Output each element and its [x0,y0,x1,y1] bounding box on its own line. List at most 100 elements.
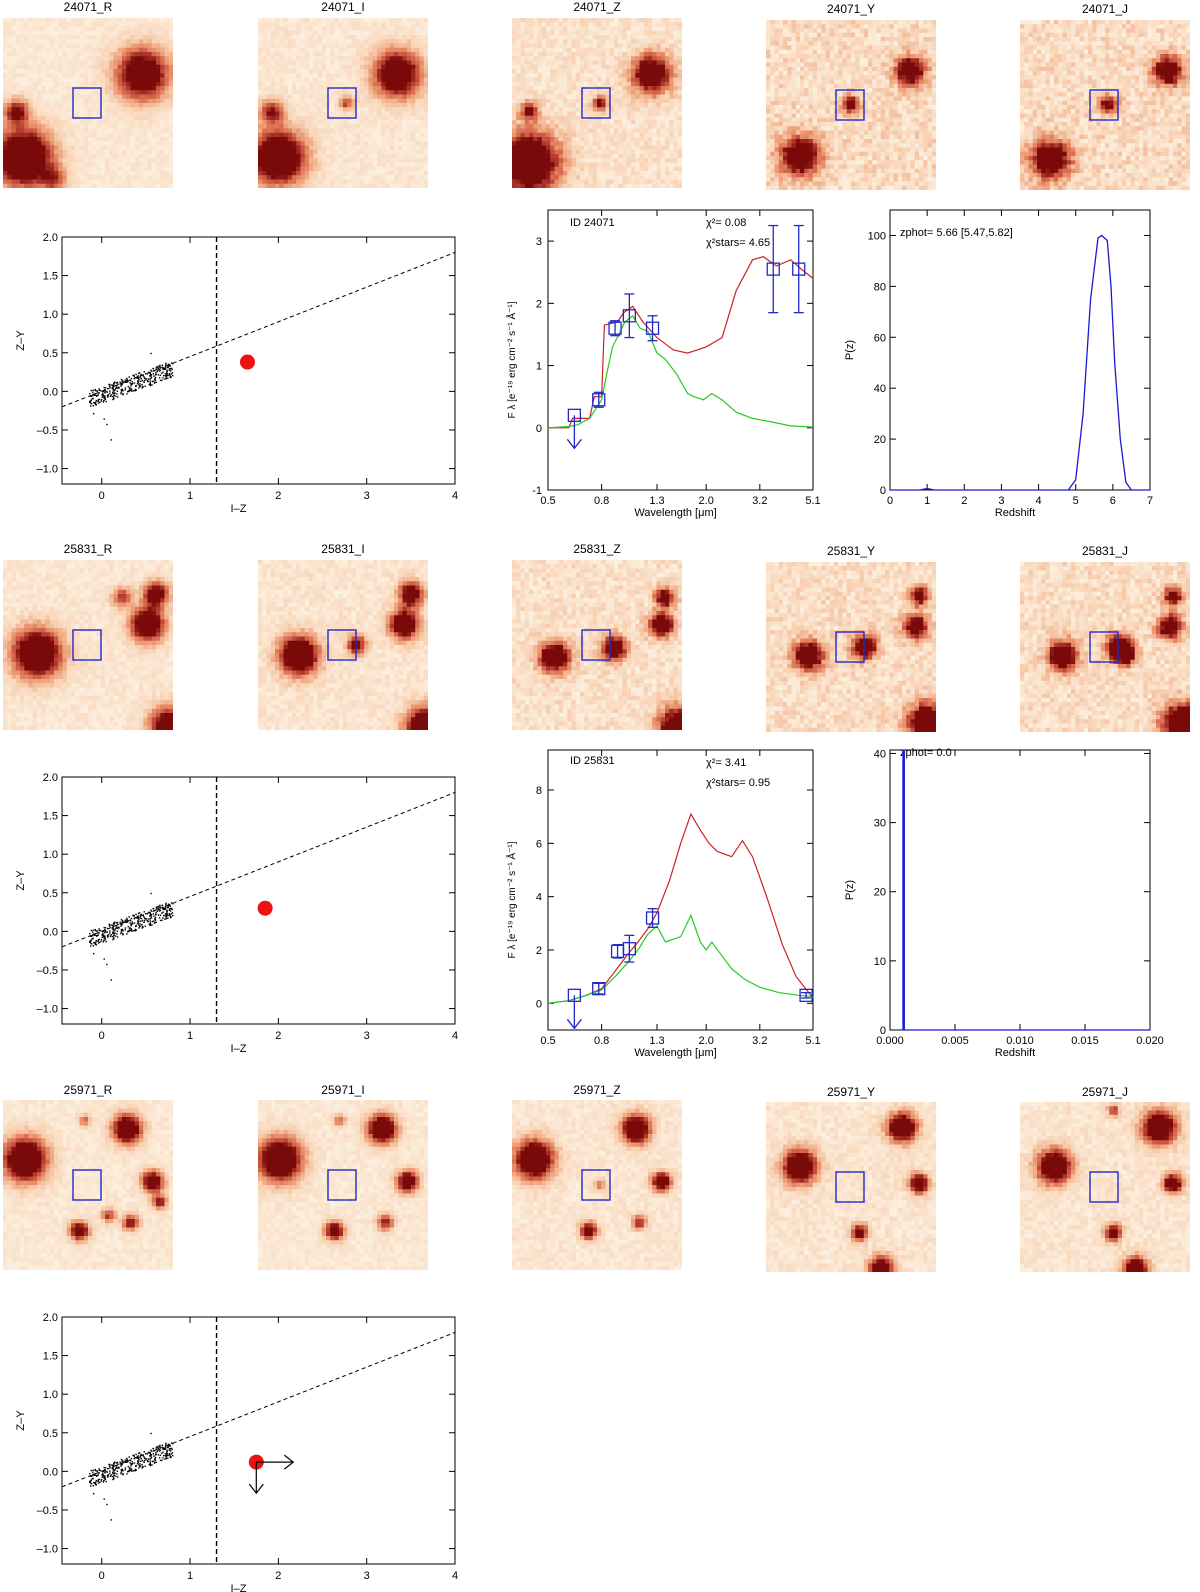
x-tick-label: 3 [364,490,370,502]
y-tick-label: 0 [880,485,886,497]
object-id-label: ID 25831 [570,755,615,767]
y-tick-label: –1.0 [37,1004,58,1016]
y-axis-label: Z–Y [15,870,27,891]
y-tick-label: 2.0 [43,772,58,784]
x-tick-label: 3 [364,1570,370,1582]
x-axis-label: I–Z [231,1043,247,1055]
y-axis-label: F λ [e⁻¹⁹ erg cm⁻² s⁻¹ Å⁻¹] [505,841,518,958]
cutout-image [3,1100,173,1270]
y-tick-label: 0.5 [43,348,58,360]
y-axis-label: P(z) [844,880,856,900]
x-tick-label: 2 [961,495,967,507]
y-tick-label: 0 [536,423,542,435]
x-tick-label: 0.010 [1006,1035,1034,1047]
x-tick-label: 0 [887,495,893,507]
y-tick-label: 40 [874,383,886,395]
x-tick-label: 2 [275,490,281,502]
y-tick-label: 2.0 [43,232,58,244]
y-axis-label: F λ [e⁻¹⁹ erg cm⁻² s⁻¹ Å⁻¹] [505,301,518,418]
x-tick-label: 4 [452,1030,458,1042]
x-axis-label: Redshift [995,1047,1035,1059]
stamp-title: 25831_J [1020,544,1190,558]
y-axis-label: P(z) [844,340,856,360]
x-axis-label: Wavelength [μm] [634,1047,716,1059]
y-tick-label: 0 [536,998,542,1010]
y-tick-label: 1 [536,361,542,373]
y-tick-label: 2 [536,298,542,310]
y-tick-label: 4 [536,892,542,904]
y-tick-label: –1.0 [37,1544,58,1556]
x-axis-label: Wavelength [μm] [634,507,716,519]
y-tick-label: 80 [874,281,886,293]
chi2-stars-label: χ²stars= 4.65 [706,237,770,249]
y-tick-label: 1.0 [43,849,58,861]
x-tick-label: 3.2 [752,495,767,507]
cutout-image [1020,1102,1190,1272]
x-tick-label: 0.015 [1071,1035,1099,1047]
y-tick-label: 60 [874,332,886,344]
cutout-image [258,560,428,730]
x-tick-label: 3 [364,1030,370,1042]
cutout-image [766,20,936,190]
stamp-title: 24071_Y [766,2,936,16]
stamp-title: 24071_Z [512,0,682,14]
y-tick-label: 1.0 [43,309,58,321]
cutout-image [766,562,936,732]
x-axis-label: I–Z [231,503,247,515]
stamp-title: 25971_I [258,1083,428,1097]
stamp-title: 25971_J [1020,1085,1190,1099]
stamp-title: 24071_J [1020,2,1190,16]
stamp-title: 24071_R [3,0,173,14]
y-tick-label: 0.5 [43,1428,58,1440]
x-tick-label: 0.8 [594,1035,609,1047]
object-id-label: ID 24071 [570,217,615,229]
y-tick-label: 20 [874,434,886,446]
y-tick-label: –0.5 [37,965,58,977]
x-tick-label: 2.0 [699,1035,714,1047]
x-tick-label: 1 [187,490,193,502]
x-tick-label: 1.3 [649,1035,664,1047]
y-tick-label: 0.0 [43,1466,58,1478]
x-tick-label: 2 [275,1030,281,1042]
y-tick-label: 1.5 [43,271,58,283]
y-tick-label: 1.5 [43,811,58,823]
x-tick-label: 7 [1147,495,1153,507]
x-tick-label: 5 [1073,495,1079,507]
x-tick-label: 0.005 [941,1035,969,1047]
x-tick-label: 2.0 [699,495,714,507]
x-tick-label: 4 [1036,495,1042,507]
cutout-image [512,18,682,188]
stamp-title: 25831_Z [512,542,682,556]
y-tick-label: 100 [868,230,886,242]
y-tick-label: 6 [536,838,542,850]
y-tick-label: 0.5 [43,888,58,900]
x-tick-label: 1.3 [649,495,664,507]
x-tick-label: 0 [99,1030,105,1042]
x-tick-label: 4 [452,490,458,502]
y-tick-label: 0.0 [43,926,58,938]
y-tick-label: –1.0 [37,464,58,476]
x-tick-label: 3.2 [752,1035,767,1047]
y-tick-label: –0.5 [37,1505,58,1517]
x-tick-label: 5.1 [805,1035,820,1047]
chi2-label: χ²= 0.08 [706,217,746,229]
y-axis-label: Z–Y [15,330,27,351]
stamp-title: 25971_R [3,1083,173,1097]
x-tick-label: 2 [275,1570,281,1582]
cutout-image [1020,20,1190,190]
zphot-label: zphot= 0.0 [900,747,952,759]
y-tick-label: 0 [880,1025,886,1037]
x-tick-label: 0.5 [540,1035,555,1047]
y-axis-label: Z–Y [15,1410,27,1431]
cutout-image [258,1100,428,1270]
y-tick-label: 0.0 [43,386,58,398]
x-tick-label: 0.020 [1136,1035,1164,1047]
x-tick-label: 6 [1110,495,1116,507]
x-tick-label: 1 [187,1570,193,1582]
y-tick-label: 20 [874,887,886,899]
